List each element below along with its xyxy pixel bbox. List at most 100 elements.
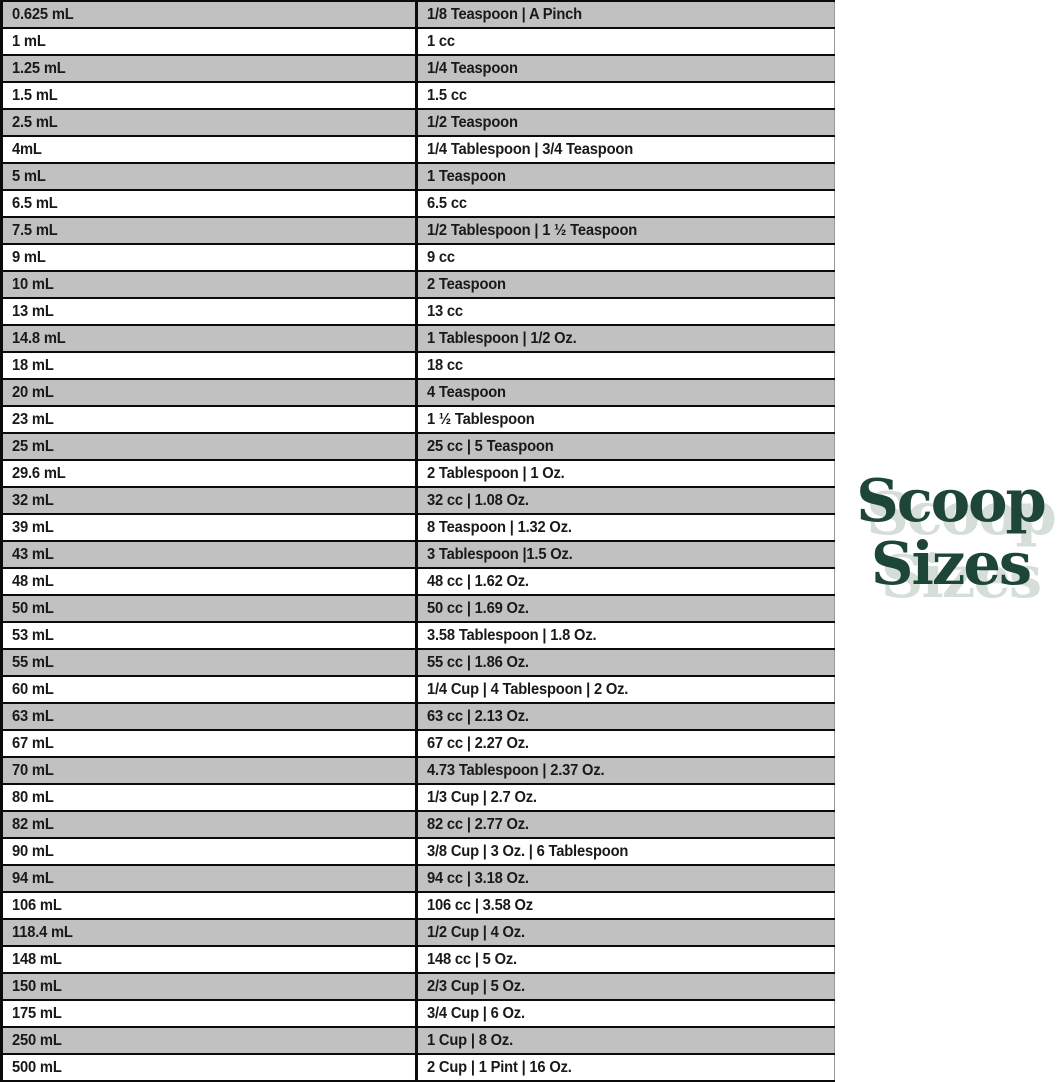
scoop-sizes-logo: Scoop Sizes	[838, 469, 1063, 595]
ml-cell: 150 mL	[1, 972, 418, 1001]
ml-value: 80 mL	[12, 789, 54, 806]
conversion-cell: 13 cc	[416, 297, 835, 326]
ml-value: 13 mL	[12, 303, 54, 320]
ml-cell: 18 mL	[1, 351, 418, 380]
conversion-cell: 1.5 cc	[416, 81, 835, 110]
conversion-value: 1/2 Teaspoon	[427, 114, 518, 131]
conversion-cell: 82 cc | 2.77 Oz.	[416, 810, 835, 839]
ml-value: 250 mL	[12, 1032, 62, 1049]
ml-value: 53 mL	[12, 627, 54, 644]
ml-value: 14.8 mL	[12, 330, 66, 347]
table-row: 90 mL 3/8 Cup | 3 Oz. | 6 Tablespoon	[1, 837, 835, 866]
conversion-value: 3/8 Cup | 3 Oz. | 6 Tablespoon	[427, 843, 629, 860]
ml-cell: 43 mL	[1, 540, 418, 569]
table-row: 43 mL 3 Tablespoon |1.5 Oz.	[1, 540, 835, 569]
conversion-cell: 1 cc	[416, 27, 835, 56]
conversion-value: 1/8 Teaspoon | A Pinch	[427, 6, 582, 23]
table-row: 32 mL 32 cc | 1.08 Oz.	[1, 486, 835, 515]
conversion-value: 1 Tablespoon | 1/2 Oz.	[427, 330, 577, 347]
conversion-cell: 67 cc | 2.27 Oz.	[416, 729, 835, 758]
conversion-cell: 2 Cup | 1 Pint | 16 Oz.	[416, 1053, 835, 1082]
conversion-value: 32 cc | 1.08 Oz.	[427, 492, 529, 509]
ml-cell: 148 mL	[1, 945, 418, 974]
conversion-cell: 55 cc | 1.86 Oz.	[416, 648, 835, 677]
table-row: 7.5 mL 1/2 Tablespoon | 1 ½ Teaspoon	[1, 216, 835, 245]
conversion-value: 6.5 cc	[427, 195, 467, 212]
conversion-value: 1.5 cc	[427, 87, 467, 104]
table-row: 1 mL 1 cc	[1, 27, 835, 56]
conversion-cell: 4.73 Tablespoon | 2.37 Oz.	[416, 756, 835, 785]
conversion-value: 3.58 Tablespoon | 1.8 Oz.	[427, 627, 597, 644]
conversion-cell: 4 Teaspoon	[416, 378, 835, 407]
conversion-cell: 3.58 Tablespoon | 1.8 Oz.	[416, 621, 835, 650]
ml-value: 500 mL	[12, 1059, 62, 1076]
conversion-value: 9 cc	[427, 249, 455, 266]
ml-value: 94 mL	[12, 870, 54, 887]
conversion-value: 1/2 Cup | 4 Oz.	[427, 924, 525, 941]
ml-cell: 32 mL	[1, 486, 418, 515]
conversion-value: 4 Teaspoon	[427, 384, 506, 401]
conversion-cell: 1/2 Tablespoon | 1 ½ Teaspoon	[416, 216, 835, 245]
conversion-value: 3/4 Cup | 6 Oz.	[427, 1005, 525, 1022]
conversion-cell: 50 cc | 1.69 Oz.	[416, 594, 835, 623]
ml-value: 43 mL	[12, 546, 54, 563]
conversion-cell: 1/4 Teaspoon	[416, 54, 835, 83]
table-row: 4mL 1/4 Tablespoon | 3/4 Teaspoon	[1, 135, 835, 164]
conversion-cell: 6.5 cc	[416, 189, 835, 218]
ml-cell: 39 mL	[1, 513, 418, 542]
ml-value: 0.625 mL	[12, 6, 74, 23]
table-row: 18 mL 18 cc	[1, 351, 835, 380]
ml-cell: 48 mL	[1, 567, 418, 596]
ml-value: 32 mL	[12, 492, 54, 509]
conversion-value: 48 cc | 1.62 Oz.	[427, 573, 529, 590]
conversion-cell: 63 cc | 2.13 Oz.	[416, 702, 835, 731]
ml-cell: 5 mL	[1, 162, 418, 191]
table-row: 50 mL 50 cc | 1.69 Oz.	[1, 594, 835, 623]
conversion-value: 8 Teaspoon | 1.32 Oz.	[427, 519, 572, 536]
ml-value: 20 mL	[12, 384, 54, 401]
table-row: 29.6 mL 2 Tablespoon | 1 Oz.	[1, 459, 835, 488]
scoop-size-conversion-table: 0.625 mL 1/8 Teaspoon | A Pinch 1 mL 1 c…	[0, 0, 835, 1082]
conversion-cell: 2/3 Cup | 5 Oz.	[416, 972, 835, 1001]
table-row: 6.5 mL 6.5 cc	[1, 189, 835, 218]
ml-value: 5 mL	[12, 168, 46, 185]
conversion-value: 2 Teaspoon	[427, 276, 506, 293]
ml-cell: 6.5 mL	[1, 189, 418, 218]
ml-value: 10 mL	[12, 276, 54, 293]
conversion-value: 18 cc	[427, 357, 463, 374]
ml-cell: 94 mL	[1, 864, 418, 893]
table-row: 106 mL 106 cc | 3.58 Oz	[1, 891, 835, 920]
conversion-value: 1/2 Tablespoon | 1 ½ Teaspoon	[427, 222, 638, 239]
table-row: 2.5 mL 1/2 Teaspoon	[1, 108, 835, 137]
conversion-cell: 18 cc	[416, 351, 835, 380]
conversion-value: 25 cc | 5 Teaspoon	[427, 438, 554, 455]
ml-value: 7.5 mL	[12, 222, 58, 239]
conversion-cell: 1/2 Teaspoon	[416, 108, 835, 137]
conversion-value: 82 cc | 2.77 Oz.	[427, 816, 529, 833]
ml-value: 2.5 mL	[12, 114, 58, 131]
ml-value: 60 mL	[12, 681, 54, 698]
conversion-cell: 3 Tablespoon |1.5 Oz.	[416, 540, 835, 569]
conversion-cell: 2 Tablespoon | 1 Oz.	[416, 459, 835, 488]
ml-cell: 0.625 mL	[1, 0, 418, 29]
ml-value: 18 mL	[12, 357, 54, 374]
conversion-cell: 25 cc | 5 Teaspoon	[416, 432, 835, 461]
conversion-cell: 1 ½ Tablespoon	[416, 405, 835, 434]
table-row: 10 mL 2 Teaspoon	[1, 270, 835, 299]
ml-cell: 25 mL	[1, 432, 418, 461]
ml-value: 4mL	[12, 141, 42, 158]
table-row: 48 mL 48 cc | 1.62 Oz.	[1, 567, 835, 596]
conversion-value: 2 Tablespoon | 1 Oz.	[427, 465, 565, 482]
conversion-value: 3 Tablespoon |1.5 Oz.	[427, 546, 573, 563]
ml-cell: 55 mL	[1, 648, 418, 677]
ml-value: 70 mL	[12, 762, 54, 779]
table-row: 5 mL 1 Teaspoon	[1, 162, 835, 191]
table-row: 1.5 mL 1.5 cc	[1, 81, 835, 110]
table-row: 1.25 mL 1/4 Teaspoon	[1, 54, 835, 83]
table-row: 60 mL 1/4 Cup | 4 Tablespoon | 2 Oz.	[1, 675, 835, 704]
ml-cell: 500 mL	[1, 1053, 418, 1082]
ml-cell: 63 mL	[1, 702, 418, 731]
conversion-cell: 8 Teaspoon | 1.32 Oz.	[416, 513, 835, 542]
table-row: 0.625 mL 1/8 Teaspoon | A Pinch	[1, 0, 835, 29]
conversion-value: 2/3 Cup | 5 Oz.	[427, 978, 525, 995]
